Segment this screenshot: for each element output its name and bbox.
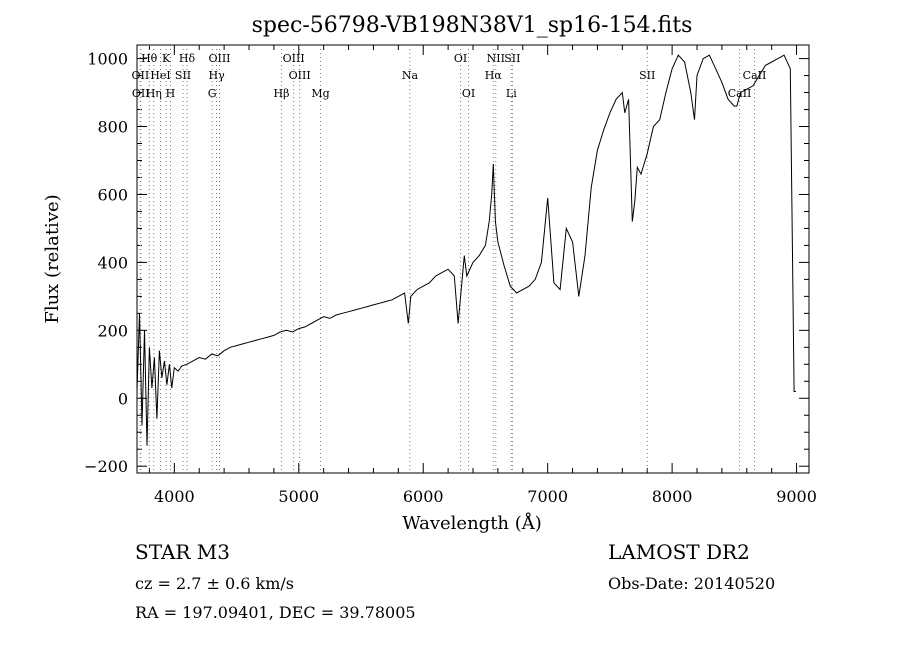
line-marker-label: OI bbox=[462, 87, 475, 100]
y-tick-label: 600 bbox=[97, 185, 128, 204]
line-marker-label: Hη bbox=[146, 87, 162, 100]
line-marker-label: Na bbox=[402, 69, 419, 82]
line-marker-label: H bbox=[166, 87, 176, 100]
y-tick-label: 1000 bbox=[87, 50, 128, 69]
axis-ticks bbox=[137, 45, 809, 473]
chart-title: spec-56798-VB198N38V1_sp16-154.fits bbox=[252, 13, 693, 38]
line-marker-label: OII bbox=[132, 69, 150, 82]
line-marker-lines bbox=[139, 45, 755, 473]
line-marker-label: SII bbox=[639, 69, 655, 82]
plot-frame bbox=[136, 44, 810, 474]
star-type-label: STAR M3 bbox=[135, 540, 231, 564]
x-tick-label: 6000 bbox=[403, 487, 444, 506]
redshift-label: cz = 2.7 ± 0.6 km/s bbox=[135, 574, 294, 593]
x-tick-label: 9000 bbox=[776, 487, 817, 506]
survey-label: LAMOST DR2 bbox=[608, 540, 750, 564]
x-tick-label: 5000 bbox=[278, 487, 319, 506]
axis-tick-labels: 4000 5000 6000 7000 8000 9000 −200 0 200 400 600 80… bbox=[84, 50, 817, 506]
coordinates-label: RA = 197.09401, DEC = 39.78005 bbox=[135, 603, 416, 622]
y-tick-label: 0 bbox=[118, 389, 128, 408]
line-marker-label: OIII bbox=[289, 69, 311, 82]
y-tick-label: 400 bbox=[97, 253, 128, 272]
line-marker-label: Hγ bbox=[209, 69, 226, 82]
y-tick-label: 200 bbox=[97, 321, 128, 340]
line-marker-label: CaII bbox=[743, 69, 767, 82]
y-axis-label: Flux (relative) bbox=[42, 194, 63, 323]
x-tick-label: 8000 bbox=[652, 487, 693, 506]
line-marker-label: Hα bbox=[485, 69, 503, 82]
y-tick-label: 800 bbox=[97, 118, 128, 137]
line-marker-label: NII bbox=[487, 52, 505, 65]
x-tick-label: 4000 bbox=[154, 487, 195, 506]
line-marker-label: OIII bbox=[208, 52, 230, 65]
line-marker-label: SII bbox=[175, 69, 191, 82]
line-marker-label: Li bbox=[506, 87, 517, 100]
y-tick-label: −200 bbox=[84, 457, 128, 476]
x-tick-label: 7000 bbox=[527, 487, 568, 506]
line-marker-label: OII bbox=[132, 87, 150, 100]
x-axis-label: Wavelength (Å) bbox=[402, 512, 542, 534]
obs-date-label: Obs-Date: 20140520 bbox=[608, 574, 776, 593]
line-marker-label: HeI bbox=[150, 69, 170, 82]
line-marker-label: Hδ bbox=[179, 52, 196, 65]
line-marker-label: Hθ bbox=[141, 52, 158, 65]
line-marker-label: SII bbox=[504, 52, 520, 65]
line-marker-label: Hβ bbox=[274, 87, 290, 100]
line-marker-label: OIII bbox=[283, 52, 305, 65]
line-marker-label: K bbox=[162, 52, 171, 65]
line-marker-label: OI bbox=[454, 52, 467, 65]
line-marker-label: Mg bbox=[311, 87, 329, 100]
line-marker-label: G bbox=[208, 87, 217, 100]
spectrum-series-line bbox=[136, 54, 796, 446]
